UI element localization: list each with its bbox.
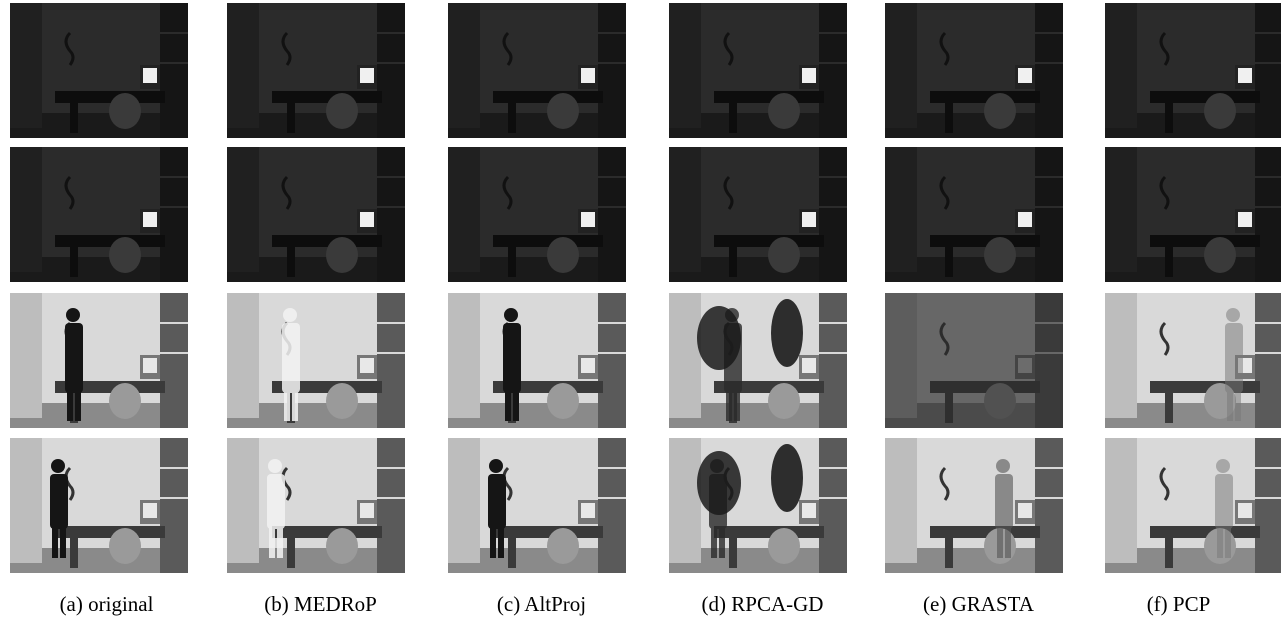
frame-f-row4 (1105, 438, 1281, 573)
frame-b-row3 (227, 293, 405, 428)
frame-f-row3 (1105, 293, 1281, 428)
frame-c-row4 (448, 438, 626, 573)
caption-original: (a) original (59, 592, 154, 616)
caption-rpca-gd: (d) RPCA-GD (701, 592, 824, 616)
frame-b-row2 (227, 147, 405, 282)
frame-e-row2 (885, 147, 1063, 282)
frame-b-row1 (227, 3, 405, 138)
frame-a-row2 (10, 147, 188, 282)
frame-e-row1 (885, 3, 1063, 138)
frame-c-row2 (448, 147, 626, 282)
frame-a-row4 (10, 438, 188, 573)
frame-b-row4 (227, 438, 405, 573)
caption-medrop: (b) MEDRoP (264, 592, 377, 616)
frame-e-row4 (885, 438, 1063, 573)
frame-a-row3 (10, 293, 188, 428)
caption-grasta: (e) GRASTA (923, 592, 1034, 616)
frame-c-row1 (448, 3, 626, 138)
caption-altproj: (c) AltProj (496, 592, 587, 616)
frame-d-row3 (669, 293, 847, 428)
frame-d-row4 (669, 438, 847, 573)
frame-f-row2 (1105, 147, 1281, 282)
frame-d-row1 (669, 3, 847, 138)
frame-a-row1 (10, 3, 188, 138)
frame-f-row1 (1105, 3, 1281, 138)
frame-c-row3 (448, 293, 626, 428)
caption-pcp: (f) PCP (1146, 592, 1211, 616)
frame-e-row3 (885, 293, 1063, 428)
frame-d-row2 (669, 147, 847, 282)
